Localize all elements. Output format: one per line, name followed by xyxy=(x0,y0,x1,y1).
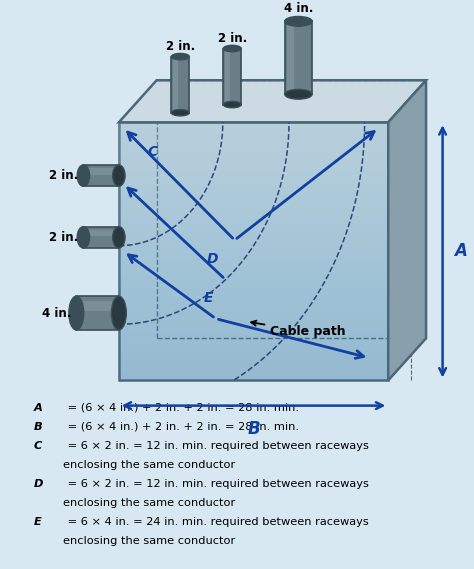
Text: E: E xyxy=(204,291,213,305)
Text: B: B xyxy=(34,422,42,432)
Text: = (6 × 4 in.) + 2 in. + 2 in. = 28 in. min.: = (6 × 4 in.) + 2 in. + 2 in. = 28 in. m… xyxy=(64,422,300,432)
Ellipse shape xyxy=(69,296,84,330)
Text: 4 in.: 4 in. xyxy=(284,2,313,15)
Polygon shape xyxy=(83,226,119,248)
Text: A: A xyxy=(455,242,467,261)
Text: D: D xyxy=(206,251,218,266)
Text: 2 in.: 2 in. xyxy=(49,169,79,182)
Ellipse shape xyxy=(285,89,312,99)
Ellipse shape xyxy=(113,226,125,248)
Polygon shape xyxy=(285,22,312,94)
Text: E: E xyxy=(34,517,42,527)
Text: enclosing the same conductor: enclosing the same conductor xyxy=(34,537,235,546)
Text: = (6 × 4 in.) + 2 in. + 2 in. = 28 in. min.: = (6 × 4 in.) + 2 in. + 2 in. = 28 in. m… xyxy=(64,403,300,413)
Text: enclosing the same conductor: enclosing the same conductor xyxy=(34,498,235,508)
Text: = 6 × 2 in. = 12 in. min. required between raceways: = 6 × 2 in. = 12 in. min. required betwe… xyxy=(64,441,369,451)
Polygon shape xyxy=(83,230,119,236)
Polygon shape xyxy=(171,57,189,113)
Text: 4 in.: 4 in. xyxy=(42,307,72,320)
Text: enclosing the same conductor: enclosing the same conductor xyxy=(34,460,235,470)
Text: 2 in.: 2 in. xyxy=(218,32,247,45)
Text: D: D xyxy=(34,479,43,489)
Text: A: A xyxy=(34,403,43,413)
Polygon shape xyxy=(76,301,119,311)
Ellipse shape xyxy=(171,109,189,116)
Ellipse shape xyxy=(77,226,90,248)
Text: Cable path: Cable path xyxy=(251,321,346,339)
Text: = 6 × 4 in. = 24 in. min. required between raceways: = 6 × 4 in. = 24 in. min. required betwe… xyxy=(64,517,369,527)
Polygon shape xyxy=(119,122,388,380)
Polygon shape xyxy=(287,22,294,94)
Text: C: C xyxy=(147,145,157,159)
Polygon shape xyxy=(83,165,119,186)
Polygon shape xyxy=(173,57,178,113)
Ellipse shape xyxy=(77,165,90,186)
Ellipse shape xyxy=(223,46,241,52)
Text: 2 in.: 2 in. xyxy=(165,40,195,53)
Text: 2 in.: 2 in. xyxy=(49,231,79,244)
Polygon shape xyxy=(83,168,119,175)
Polygon shape xyxy=(76,296,119,330)
Polygon shape xyxy=(225,48,229,105)
Ellipse shape xyxy=(171,53,189,60)
Polygon shape xyxy=(223,48,241,105)
Ellipse shape xyxy=(111,296,126,330)
Ellipse shape xyxy=(223,101,241,108)
Ellipse shape xyxy=(285,17,312,26)
Text: B: B xyxy=(247,420,260,438)
Polygon shape xyxy=(388,80,426,380)
Polygon shape xyxy=(119,80,426,122)
Text: = 6 × 2 in. = 12 in. min. required between raceways: = 6 × 2 in. = 12 in. min. required betwe… xyxy=(64,479,369,489)
Text: C: C xyxy=(34,441,42,451)
Ellipse shape xyxy=(113,165,125,186)
